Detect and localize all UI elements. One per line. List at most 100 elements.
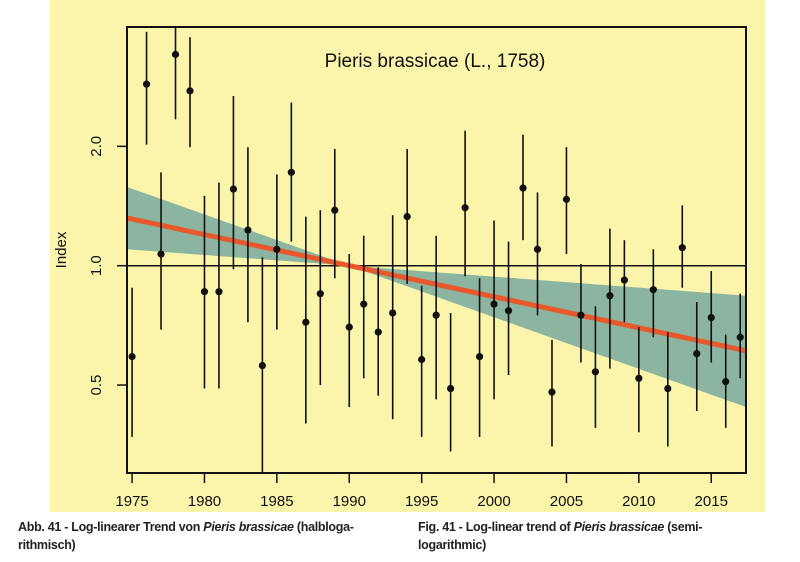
data-point-group (606, 228, 614, 369)
data-point (389, 309, 397, 317)
caption-en-prefix: Fig. 41 - Log-linear trend of (418, 520, 574, 534)
data-point-group (533, 192, 542, 316)
data-point-group (664, 332, 672, 447)
data-point-group (736, 293, 744, 379)
data-point (649, 286, 657, 294)
data-point (736, 333, 744, 341)
data-point-group (244, 147, 252, 323)
data-point (562, 195, 571, 203)
data-point (229, 185, 238, 193)
data-point-group (649, 249, 657, 338)
x-tick-label: 1990 (333, 493, 366, 510)
data-point (157, 250, 165, 258)
data-point (258, 361, 266, 370)
caption-en-species: Pieris brassicae (573, 520, 665, 534)
data-point (678, 244, 686, 252)
data-point-group (128, 287, 136, 437)
data-point (316, 290, 324, 298)
plot-frame (126, 26, 747, 474)
data-point (200, 288, 209, 296)
data-point (186, 87, 194, 95)
data-point (331, 206, 339, 214)
data-point-group (302, 216, 310, 424)
data-point (722, 378, 730, 386)
data-point-group (142, 31, 151, 145)
y-axis-label: Index (53, 231, 70, 268)
data-point-group (345, 254, 353, 408)
data-point-group (519, 134, 527, 241)
data-point-group (273, 174, 281, 330)
data-point-group (287, 102, 295, 242)
data-point (577, 311, 585, 319)
x-tick-label: 2005 (550, 493, 583, 510)
data-point-group (229, 95, 238, 270)
caption-german: Abb. 41 - Log-linearer Trend von Pieris … (18, 518, 408, 554)
data-point-group (258, 257, 266, 473)
data-point-group (707, 270, 715, 363)
data-point-group (374, 267, 382, 396)
data-point-group (331, 148, 339, 279)
confidence-band (127, 186, 746, 408)
data-point-group (418, 285, 426, 437)
data-point (475, 352, 484, 361)
data-point (707, 313, 715, 322)
caption-en-suffix: (semi-logarithmic) (418, 520, 703, 552)
x-tick-label: 1975 (115, 493, 148, 510)
data-point (403, 212, 411, 221)
data-point-group (591, 306, 600, 428)
data-point (635, 374, 643, 382)
x-tick-label: 1980 (188, 493, 221, 510)
data-point (447, 384, 455, 393)
data-point (302, 318, 310, 326)
data-point (171, 50, 180, 59)
data-point-group (360, 235, 368, 379)
caption-de-suffix: (halbloga-rithmisch) (18, 520, 354, 552)
data-point-group (577, 263, 585, 363)
x-tick-label: 2015 (695, 493, 728, 510)
data-point-group (171, 27, 180, 120)
data-point (490, 300, 498, 308)
data-point-group (447, 312, 455, 452)
data-point (345, 323, 353, 331)
data-point (693, 350, 701, 358)
data-point (142, 80, 151, 88)
data-point-group (389, 215, 397, 420)
data-point (128, 352, 136, 361)
data-point (432, 311, 440, 319)
data-point (606, 292, 614, 300)
data-point-group (635, 327, 643, 433)
x-tick-label: 1995 (405, 493, 438, 510)
data-point-group (461, 130, 469, 277)
data-point-group (722, 334, 730, 428)
caption-de-prefix: Abb. 41 - Log-linearer Trend von (18, 520, 204, 534)
data-point-group (562, 147, 571, 255)
data-point (664, 384, 672, 393)
data-point (418, 355, 426, 364)
x-tick-label: 2000 (477, 493, 510, 510)
data-point (360, 300, 368, 308)
data-point (461, 204, 469, 212)
data-point-group (215, 182, 223, 389)
data-point (591, 368, 600, 376)
data-point (533, 245, 542, 253)
data-point (215, 288, 223, 296)
data-point-group (403, 148, 411, 284)
x-tick-label: 1985 (260, 493, 293, 510)
data-point-group (678, 205, 686, 288)
y-tick-label: 2.0 (88, 136, 105, 157)
data-point (374, 328, 382, 336)
data-point-group (475, 278, 484, 437)
data-point (504, 307, 513, 315)
data-point (548, 388, 556, 396)
data-point (244, 226, 252, 234)
data-point-group (432, 235, 440, 400)
data-point-group (490, 220, 498, 400)
data-point-group (693, 301, 701, 412)
y-tick-label: 1.0 (88, 255, 105, 276)
data-point (287, 168, 295, 176)
x-tick-label: 2010 (622, 493, 655, 510)
y-tick-label: 0.5 (88, 375, 105, 396)
chart-title: Pieris brassicae (L., 1758) (325, 51, 546, 72)
data-point-group (157, 172, 165, 330)
